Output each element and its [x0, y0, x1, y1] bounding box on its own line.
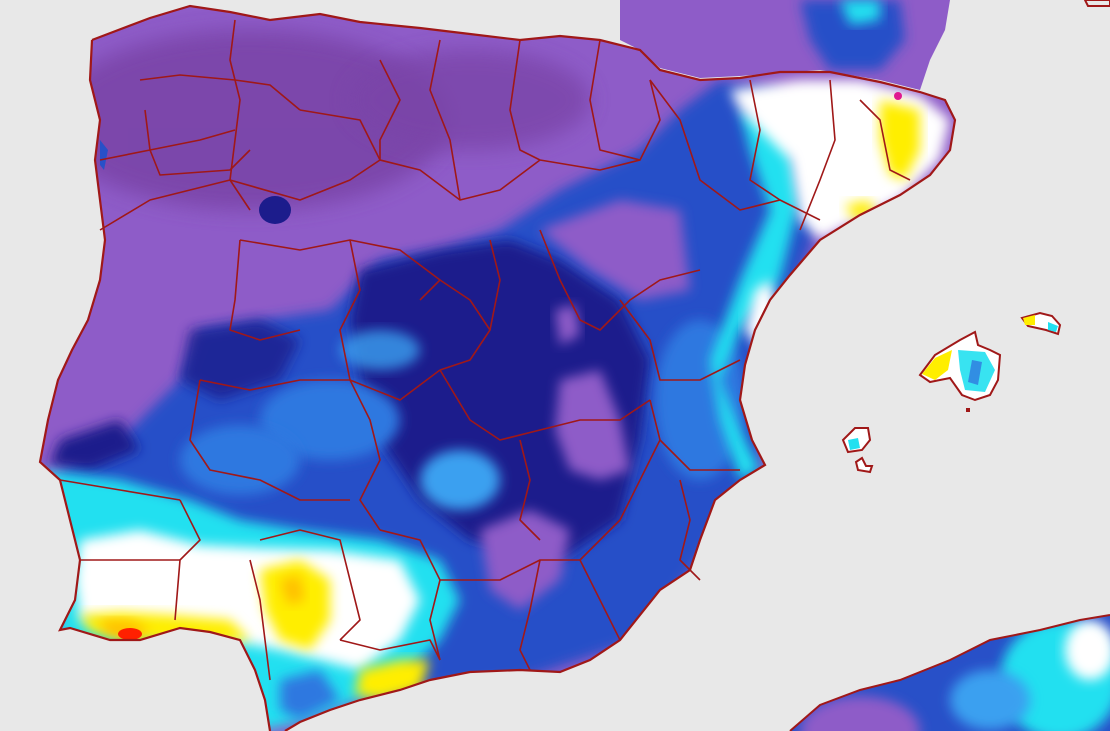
province-borders — [59, 19, 911, 681]
balearic-islands — [841, 311, 1062, 474]
formentera — [854, 456, 874, 474]
ibiza — [841, 427, 872, 454]
africa-coastline — [789, 614, 1110, 731]
iberia-coastline — [38, 4, 957, 731]
mallorca — [918, 330, 1002, 412]
france-region — [620, 0, 1110, 90]
menorca — [1020, 311, 1062, 336]
